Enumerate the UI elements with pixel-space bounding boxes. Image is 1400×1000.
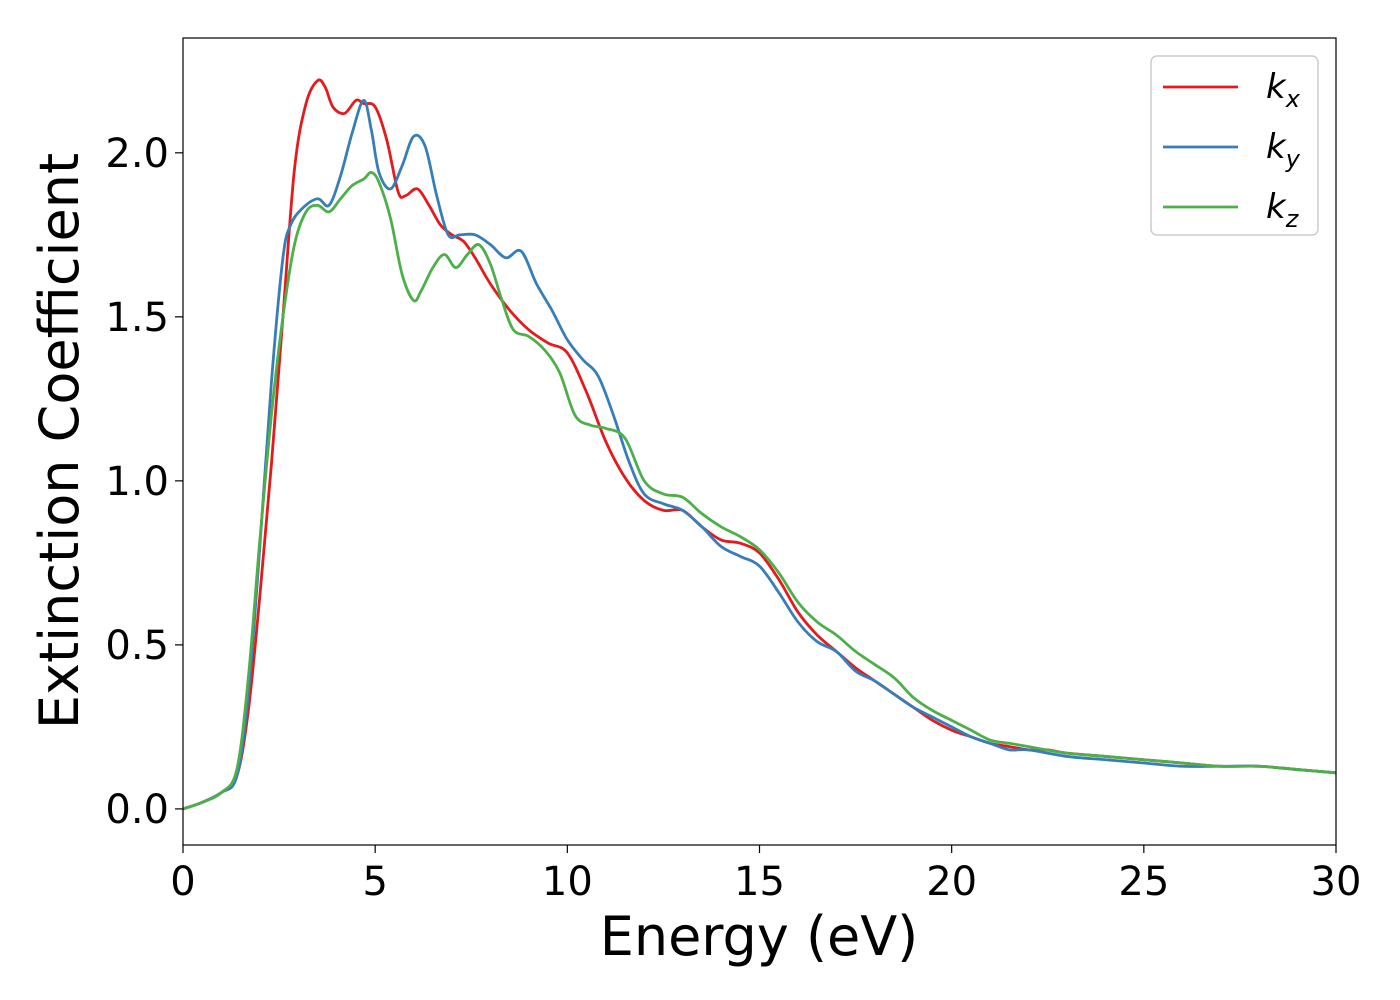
x-tick-label: 10 — [542, 859, 593, 905]
legend-label-z: kz — [1266, 187, 1300, 233]
y-axis-title: Extinction Coefficient — [28, 153, 91, 729]
y-axis-ticks: 0.0 0.5 1.0 1.5 2.0 — [105, 131, 183, 833]
x-tick-label: 20 — [926, 859, 977, 905]
x-tick-label: 25 — [1118, 859, 1169, 905]
series-line-z — [182, 171, 1337, 811]
legend-label-y: ky — [1266, 127, 1301, 173]
legend-label-x: kx — [1266, 67, 1301, 113]
x-axis-title: Energy (eV) — [600, 905, 919, 968]
x-tick-label: 5 — [362, 859, 387, 905]
y-tick-label: 0.5 — [105, 623, 169, 669]
series-line-y — [182, 98, 1337, 811]
y-tick-label: 2.0 — [105, 131, 169, 177]
y-tick-label: 1.0 — [105, 459, 169, 505]
y-tick-label: 1.5 — [105, 295, 169, 341]
series-layer — [182, 78, 1337, 811]
x-axis-ticks: 0 5 10 15 20 25 30 — [170, 845, 1361, 905]
legend: kx ky kz — [1150, 55, 1319, 236]
x-tick-label: 30 — [1311, 859, 1362, 905]
legend-box — [1150, 55, 1319, 236]
x-tick-label: 15 — [734, 859, 785, 905]
y-tick-label: 0.0 — [105, 787, 169, 833]
x-tick-label: 0 — [170, 859, 195, 905]
